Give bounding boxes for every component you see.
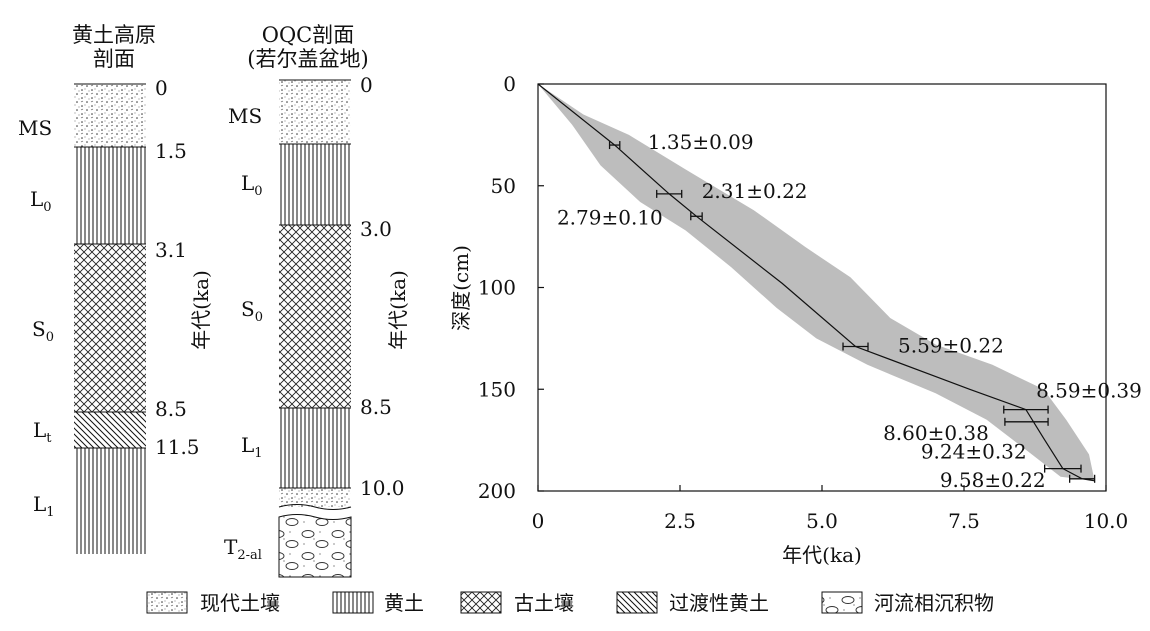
age-depth-chart: 1.35±0.09 2.31±0.22 2.79±0.10 5.59±0.22 8.59…: [449, 72, 1142, 567]
col1-unit-s0: [74, 244, 146, 412]
col1-age-11-5: 11.5: [155, 435, 200, 459]
col2-unit-sandy-cap: [279, 488, 351, 507]
x-tick-label: 0: [532, 509, 545, 533]
legend-label-modern-soil: 现代土壤: [200, 591, 280, 615]
legend-swatch-loess: [332, 591, 374, 614]
col2-title-line1: OQC剖面: [262, 23, 355, 47]
col1-unit-lt: [74, 412, 146, 448]
col1-title-line2: 剖面: [93, 47, 135, 71]
col2-age-3-0: 3.0: [360, 217, 392, 241]
col1-unit-l0: [74, 147, 146, 244]
col2-label-ms: MS: [228, 104, 262, 128]
date-point: 2.31±0.22: [656, 179, 808, 203]
col2-unit-t2al: [278, 514, 352, 578]
col1-title-line1: 黄土高原: [72, 23, 156, 47]
x-tick-label: 7.5: [948, 509, 980, 533]
date-label: 1.35±0.09: [648, 130, 754, 154]
date-label: 2.79±0.10: [557, 205, 663, 229]
col2-unit-s0: [279, 225, 351, 408]
col1-age-0: 0: [155, 76, 168, 100]
y-tick-label: 100: [478, 276, 516, 300]
date-point: 8.60±0.38: [883, 417, 1049, 445]
legend-label-loess: 黄土: [384, 591, 424, 615]
legend-label-paleosol: 古土壤: [514, 591, 574, 615]
col2-age-10-0: 10.0: [360, 476, 405, 500]
y-axis-label: 深度(cm): [449, 245, 473, 331]
col1-age-1-5: 1.5: [155, 139, 187, 163]
y-tick-label: 150: [478, 377, 516, 401]
loess-plateau-column: 黄土高原 剖面 MS L0 S0 Lt L1 0 1.5 3.1 8.5 11.…: [18, 23, 213, 554]
date-label: 8.59±0.39: [1036, 379, 1142, 403]
date-point: 8.59±0.39: [1003, 379, 1142, 414]
x-axis: 0 2.5 5.0 7.5 10.0: [532, 485, 1129, 533]
date-label: 8.60±0.38: [883, 421, 989, 445]
age-model-line: [537, 83, 1095, 482]
date-label: 9.58±0.22: [940, 468, 1046, 492]
col1-age-3-1: 3.1: [155, 238, 187, 262]
col2-age-axis-label: 年代(ka): [386, 270, 410, 350]
date-point: 9.58±0.22: [940, 468, 1096, 492]
legend-label-transitional: 过渡性黄土: [669, 591, 769, 615]
col1-label-s0: S0: [32, 317, 54, 345]
y-tick-label: 200: [478, 479, 516, 503]
date-point: 9.24±0.32: [921, 440, 1082, 473]
col1-label-ms: MS: [18, 116, 52, 140]
col2-label-t2al: T2-al: [224, 535, 262, 563]
oqc-section-column: OQC剖面 (若尔盖盆地) MS L0 S0 L1 T2-al 0 3.0 8.…: [224, 23, 410, 578]
date-point: 5.59±0.22: [842, 334, 1004, 358]
col1-unit-ms: [74, 84, 146, 147]
date-label: 5.59±0.22: [898, 334, 1004, 358]
y-axis: 0 50 100 150 200: [478, 72, 544, 503]
col1-label-lt: Lt: [33, 418, 52, 446]
x-axis-label: 年代(ka): [782, 543, 862, 567]
legend-swatch-paleosol: [460, 591, 502, 614]
x-tick-label: 10.0: [1084, 509, 1129, 533]
col2-unit-l1: [279, 408, 351, 488]
date-label: 2.31±0.22: [702, 179, 808, 203]
legend: 现代土壤 黄土 古土壤 过渡性黄土 河流相沉积物: [146, 591, 994, 615]
legend-label-fluvial: 河流相沉积物: [874, 591, 994, 615]
col1-label-l0: L0: [30, 187, 52, 215]
x-tick-label: 2.5: [664, 509, 696, 533]
col2-label-l1: L1: [241, 433, 263, 461]
legend-swatch-transitional: [616, 591, 658, 614]
col2-break-line: [278, 504, 352, 510]
legend-swatch-fluvial: [821, 591, 863, 614]
col2-age-0: 0: [360, 73, 373, 97]
y-tick-label: 0: [503, 72, 516, 96]
col1-age-axis-label: 年代(ka): [189, 270, 213, 350]
col1-unit-l1: [74, 448, 146, 554]
date-markers: 1.35±0.09 2.31±0.22 2.79±0.10 5.59±0.22 8.59…: [557, 130, 1142, 492]
date-point: 1.35±0.09: [608, 130, 754, 154]
col1-age-8-5: 8.5: [155, 397, 187, 421]
col2-unit-l0: [279, 144, 351, 225]
y-tick-label: 50: [491, 174, 516, 198]
col2-label-s0: S0: [241, 297, 263, 325]
col1-label-l1: L1: [33, 492, 55, 520]
date-point: 2.79±0.10: [557, 205, 703, 229]
col2-label-l0: L0: [241, 171, 263, 199]
x-tick-label: 5.0: [806, 509, 838, 533]
col2-title-line2: (若尔盖盆地): [247, 47, 368, 71]
uncertainty-band: [538, 84, 1095, 481]
legend-swatch-modern-soil: [146, 591, 188, 614]
date-label: 9.24±0.32: [921, 440, 1027, 464]
col2-unit-ms: [279, 80, 351, 144]
col2-age-8-5: 8.5: [360, 395, 392, 419]
